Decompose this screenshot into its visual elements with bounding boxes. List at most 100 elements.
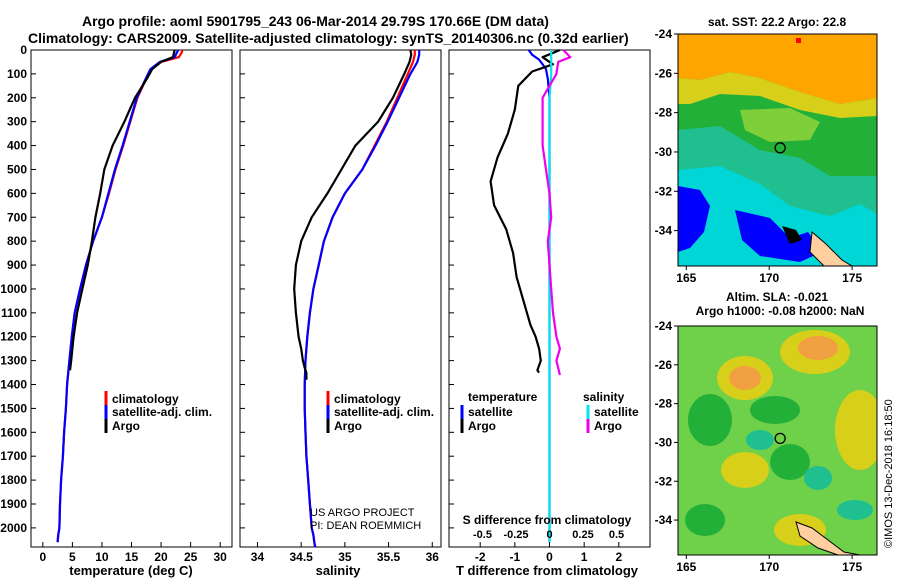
x-tick-label: 25 <box>184 550 198 564</box>
x-tick-label: -2 <box>475 550 486 564</box>
series-line-salinity-argo <box>541 49 572 376</box>
series-line-argo <box>68 49 176 371</box>
legend-temperature-heading: temperature <box>468 390 538 404</box>
legend-label-satellite: satellite-adj. clim. <box>334 405 434 419</box>
depth-tick-label: 700 <box>7 210 27 224</box>
legend-label-climatology: climatology <box>334 392 401 406</box>
x-tick-label: 30 <box>213 550 227 564</box>
salinity-x-axis: 34 34.5 35 35.5 36 <box>240 49 439 564</box>
sla-field <box>678 326 877 555</box>
depth-tick-label: 1300 <box>0 354 27 368</box>
depth-axis: 0 100 200 300 400 500 600 700 800 900 1000 1100 1200… <box>0 43 36 535</box>
salinity-panel: 34 34.5 35 35.5 36 salinity climatology sate… <box>239 49 442 578</box>
x-tick-label: 5 <box>69 550 76 564</box>
legend-label-s-argo: Argo <box>594 419 622 433</box>
s-scale-label: -0.25 <box>503 529 528 541</box>
lat-tick-label: -30 <box>655 145 673 159</box>
lat-tick-label: -24 <box>655 319 673 333</box>
x-tick-label: -1 <box>510 550 521 564</box>
x-tick-label: 0 <box>546 550 553 564</box>
figure-title-line1: Argo profile: aoml 5901795_243 06-Mar-20… <box>82 13 549 29</box>
temperature-lines <box>56 49 184 543</box>
sst-dark-patch <box>782 226 802 244</box>
lon-tick-label: 170 <box>759 271 779 285</box>
temperature-legend: climatology satellite-adj. clim. Argo <box>104 391 212 433</box>
lon-tick-label: 165 <box>676 271 696 285</box>
depth-tick-label: 1500 <box>0 401 27 415</box>
sst-map-frame <box>677 33 878 267</box>
depth-tick-label: 300 <box>7 115 27 129</box>
depth-tick-label: 400 <box>7 139 27 153</box>
depth-tick-label: 100 <box>7 67 27 81</box>
x-tick-label: 35.5 <box>377 550 401 564</box>
lat-tick-label: -26 <box>655 66 673 80</box>
x-tick-label: 2 <box>615 550 622 564</box>
difference-x-axis: -2 -1 0 1 2 <box>449 49 622 564</box>
x-tick-label: 1 <box>581 550 588 564</box>
difference-legend: temperature satellite Argo salinity sate… <box>460 390 639 433</box>
lat-tick-label: -28 <box>655 397 673 411</box>
depth-tick-label: 1600 <box>0 425 27 439</box>
s-scale-label: 0.5 <box>609 529 624 541</box>
sla-map-subtitle: Argo h1000: -0.08 h2000: NaN <box>696 304 865 318</box>
depth-tick-label: 600 <box>7 186 27 200</box>
lat-tick-label: -34 <box>655 513 673 527</box>
lon-tick-label: 175 <box>842 271 862 285</box>
lat-tick-label: -32 <box>655 184 673 198</box>
figure-title-line2: Climatology: CARS2009. Satellite-adjuste… <box>28 30 629 46</box>
sla-map-frame <box>677 325 878 556</box>
depth-tick-label: 1000 <box>0 282 27 296</box>
sla-coastline <box>795 521 861 555</box>
depth-tick-label: 1200 <box>0 330 27 344</box>
temperature-xlabel: temperature (deg C) <box>69 563 193 578</box>
x-tick-label: 34.5 <box>289 550 313 564</box>
lat-tick-label: -32 <box>655 474 673 488</box>
series-line-satellite-adj.-clim. <box>56 49 180 543</box>
sla-axis-ticks: 165 170 175 -24 -26 -28 -30 -32 -34 <box>655 319 863 574</box>
s-scale-label: 0.25 <box>572 529 593 541</box>
salinity-lines <box>293 49 421 548</box>
lat-tick-label: -28 <box>655 106 673 120</box>
sst-map-panel: sat. SST: 22.2 Argo: 22.8 165 170 175 -24 -2… <box>655 15 878 285</box>
sla-map-title: Altim. SLA: -0.021 <box>726 290 828 304</box>
legend-label-climatology: climatology <box>112 392 179 406</box>
legend-label-argo: Argo <box>112 419 140 433</box>
series-line-salinity-satellite <box>548 50 553 543</box>
s-difference-scale: -0.5 -0.25 0 0.25 0.5 <box>473 529 624 541</box>
lon-tick-label: 170 <box>759 560 779 574</box>
salinity-axes-frame <box>239 49 442 548</box>
legend-salinity-heading: salinity <box>583 390 625 404</box>
legend-label-satellite: satellite-adj. clim. <box>112 405 212 419</box>
sst-axis-ticks: 165 170 175 -24 -26 -28 -30 -32 -34 <box>655 27 863 285</box>
depth-tick-label: 1700 <box>0 449 27 463</box>
lat-tick-label: -34 <box>655 224 673 238</box>
series-line-satellite-adj.-clim. <box>303 50 421 548</box>
lat-tick-label: -26 <box>655 358 673 372</box>
sst-coastline <box>809 230 853 266</box>
depth-tick-label: 800 <box>7 234 27 248</box>
depth-tick-label: 1800 <box>0 473 27 487</box>
s-scale-label: 0 <box>546 529 552 541</box>
legend-label-argo: Argo <box>334 419 362 433</box>
depth-tick-label: 1100 <box>1 306 27 320</box>
series-line-argo <box>293 49 413 380</box>
depth-tick-label: 200 <box>7 91 27 105</box>
temperature-x-axis: 0 5 10 15 20 25 30 <box>39 542 227 564</box>
x-tick-label: 0 <box>39 550 46 564</box>
x-tick-label: 20 <box>154 550 168 564</box>
series-line-temperature-argo <box>489 48 561 374</box>
credit-line1: US ARGO PROJECT <box>310 507 415 519</box>
x-tick-label: 10 <box>95 550 109 564</box>
salinity-legend: climatology satellite-adj. clim. Argo <box>326 391 434 433</box>
depth-tick-label: 0 <box>20 43 27 57</box>
x-tick-label: 15 <box>125 550 139 564</box>
depth-tick-label: 2000 <box>0 521 27 535</box>
s-scale-label: -0.5 <box>473 529 492 541</box>
legend-label-s-satellite: satellite <box>594 405 639 419</box>
s-difference-title: S difference from climatology <box>463 513 632 527</box>
lat-tick-label: -24 <box>655 27 673 41</box>
legend-label-t-satellite: satellite <box>468 405 513 419</box>
sla-argo-position-marker <box>774 432 786 445</box>
depth-tick-label: 900 <box>7 258 27 272</box>
